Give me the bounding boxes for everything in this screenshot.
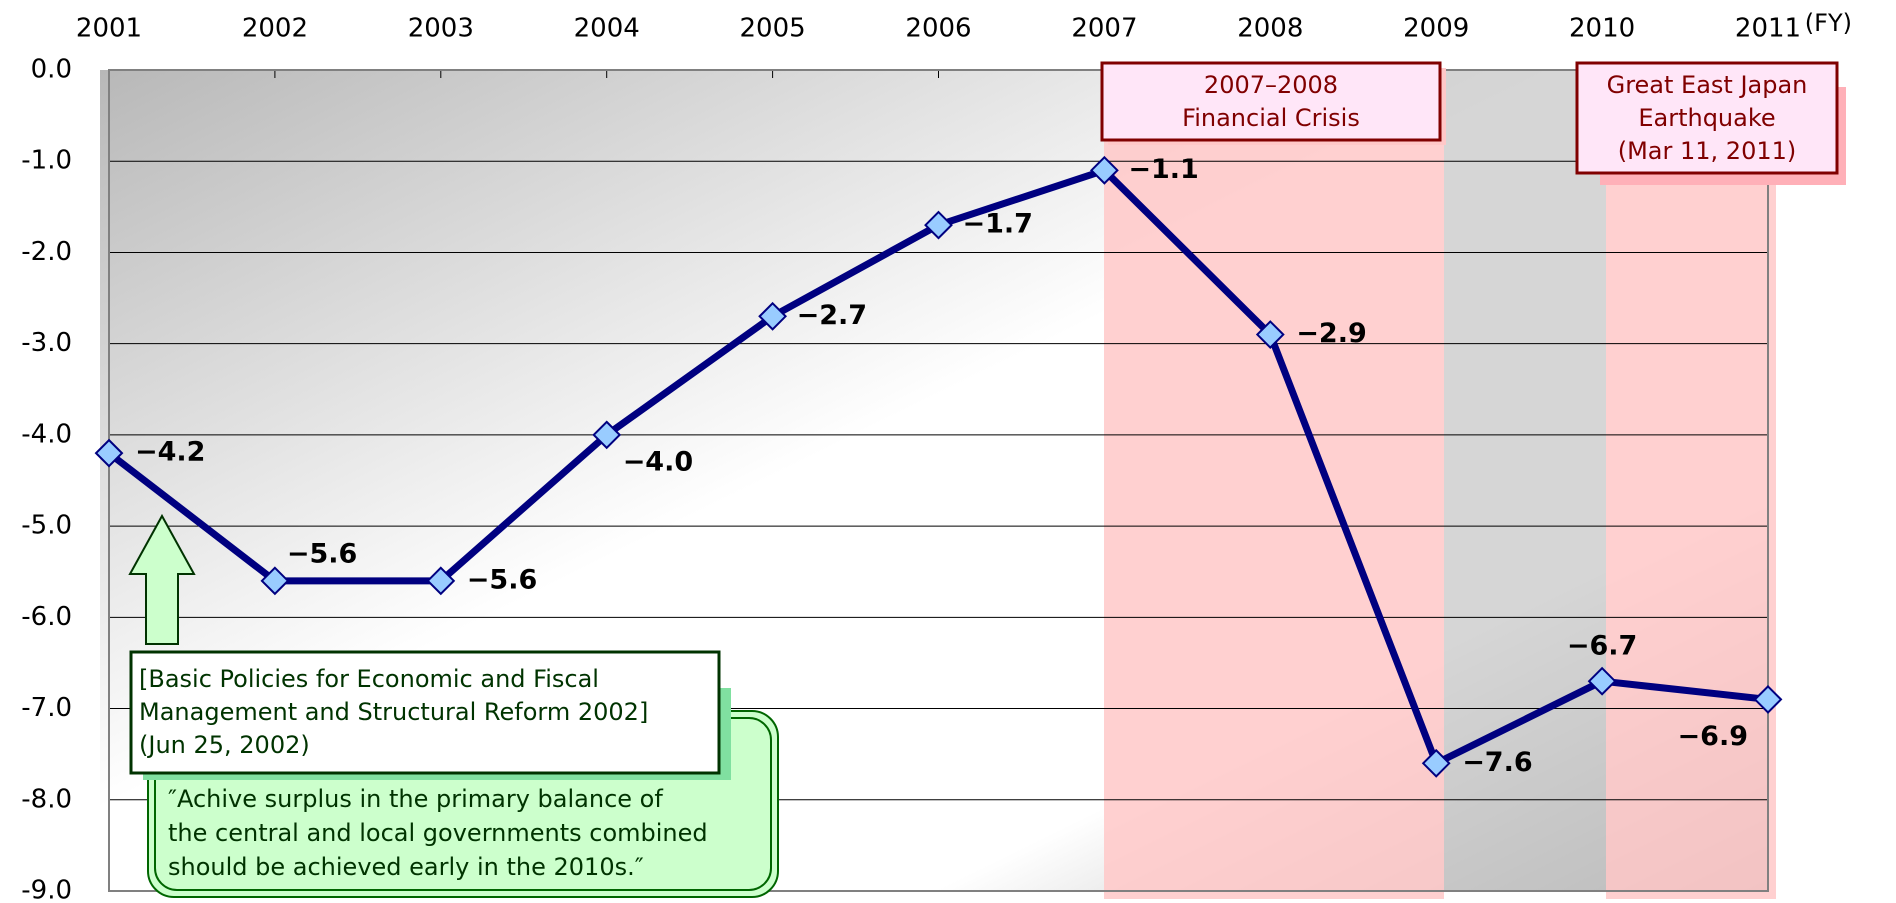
x-tick-label: 2011 (1735, 14, 1801, 44)
data-point (592, 420, 622, 450)
x-tick-label: 2001 (76, 14, 142, 44)
data-label: −7.6 (1462, 747, 1532, 778)
annotation-text: Management and Structural Reform 2002] (139, 698, 648, 726)
y-tick-label: -6.0 (21, 602, 72, 632)
data-point (1089, 155, 1119, 185)
y-tick-label: -8.0 (21, 784, 72, 814)
annotation-box (1575, 61, 1839, 175)
annotation-text: Great East Japan (1607, 71, 1808, 99)
y-tick-label: -4.0 (21, 419, 72, 449)
annotation-text: [Basic Policies for Economic and Fiscal (139, 665, 599, 693)
data-label: −1.7 (963, 209, 1033, 240)
data-point (924, 210, 953, 240)
data-label: −4.2 (135, 437, 205, 468)
annotation-text: Earthquake (1638, 104, 1775, 132)
data-point (260, 566, 290, 596)
data-point (1421, 748, 1451, 778)
x-axis-label: (FY) (1805, 9, 1852, 37)
data-label: −2.7 (797, 300, 867, 331)
x-tick-label: 2006 (905, 14, 971, 44)
annotation-text: ″Achive surplus in the primary balance o… (168, 785, 663, 813)
x-tick-label: 2003 (408, 14, 474, 44)
y-tick-label: 0.0 (31, 55, 72, 85)
data-point (426, 566, 456, 596)
x-tick-label: 2002 (242, 14, 308, 44)
x-tick-label: 2008 (1237, 14, 1303, 44)
x-tick-label: 2007 (1071, 14, 1137, 44)
data-label: −5.6 (467, 564, 537, 595)
annotation-text: (Mar 11, 2011) (1618, 137, 1797, 165)
data-label: −5.6 (287, 538, 357, 569)
data-point (1255, 320, 1285, 349)
plot-frame (108, 69, 1769, 892)
data-label: −6.9 (1678, 721, 1748, 752)
annotation-text: 2007–2008 (1204, 71, 1338, 99)
arrow (128, 513, 196, 645)
x-tick-label: 2005 (740, 14, 806, 44)
data-point (758, 301, 788, 331)
data-point (1753, 685, 1783, 714)
data-label: −4.0 (623, 446, 693, 477)
x-tick-label: 2004 (574, 14, 640, 44)
data-label: −1.1 (1128, 154, 1198, 185)
annotation-box (129, 650, 721, 775)
y-tick-label: -2.0 (21, 237, 72, 267)
data-label: −6.7 (1567, 631, 1637, 662)
earthquake-band (1606, 85, 1776, 899)
annotation-box (1100, 61, 1442, 142)
data-point (1587, 666, 1617, 696)
y-tick-label: -5.0 (21, 511, 72, 541)
crisis-band (1104, 70, 1444, 899)
annotation-text: Financial Crisis (1182, 104, 1360, 132)
x-tick-label: 2010 (1569, 14, 1635, 44)
annotation-text: the central and local governments combin… (168, 819, 708, 847)
y-tick-label: -7.0 (21, 693, 72, 723)
data-point (94, 438, 124, 468)
annotation-text: should be achieved early in the 2010s.″ (168, 853, 644, 881)
data-label: −2.9 (1296, 318, 1366, 349)
background-band (1444, 70, 1606, 891)
y-tick-label: -9.0 (21, 876, 72, 900)
annotation-text: (Jun 25, 2002) (139, 731, 310, 759)
y-tick-label: -1.0 (21, 146, 72, 176)
x-tick-label: 2009 (1403, 14, 1469, 44)
y-tick-label: -3.0 (21, 328, 72, 358)
